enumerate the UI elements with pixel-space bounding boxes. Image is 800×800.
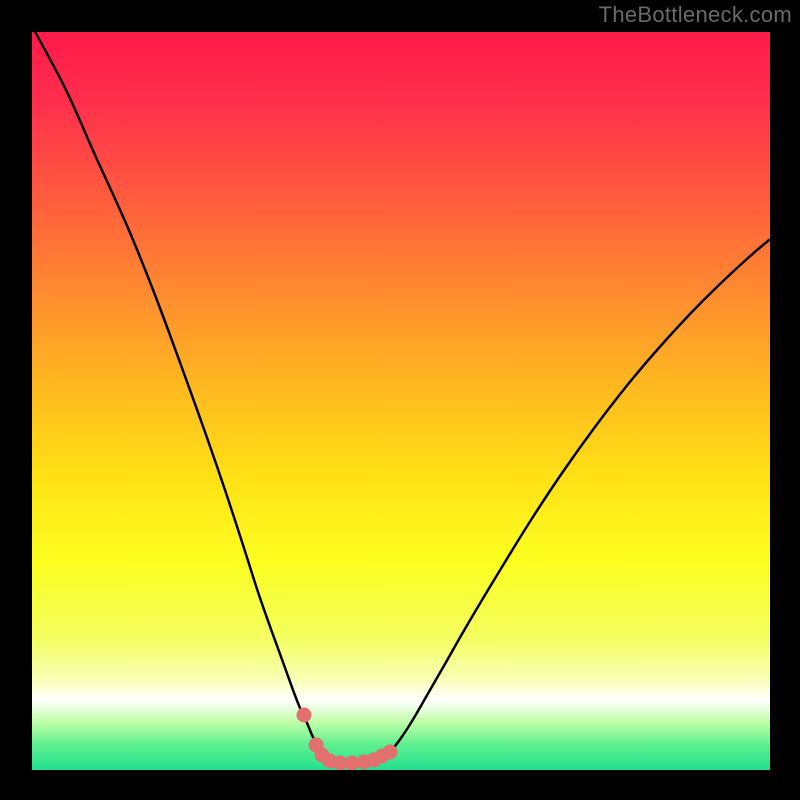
chart-frame: TheBottleneck.com [0,0,800,800]
plot-background [32,32,770,770]
bottleneck-chart [0,0,800,800]
marker-dot [383,745,398,760]
marker-dot [297,708,312,723]
